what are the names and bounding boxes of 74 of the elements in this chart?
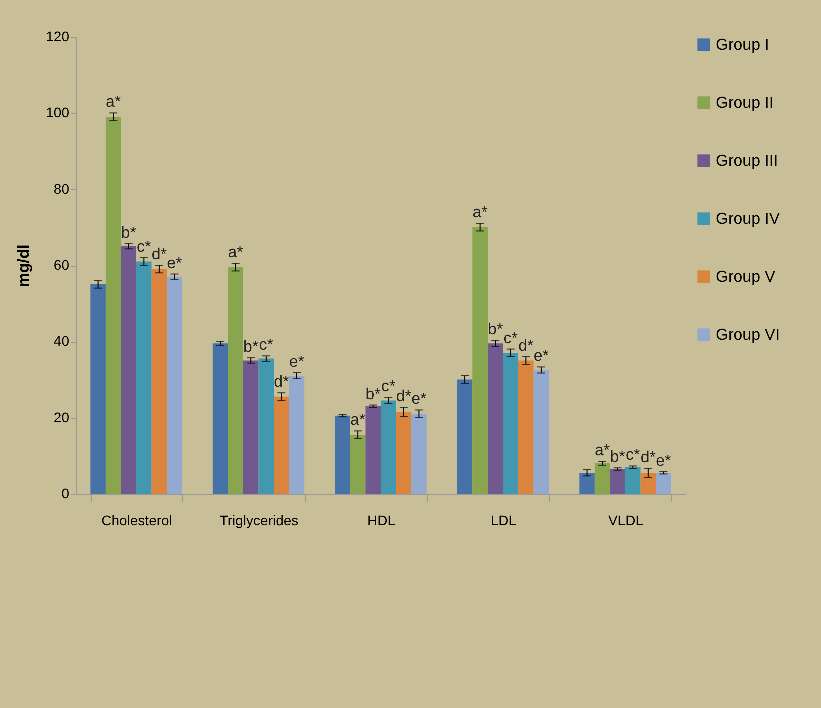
bar: [594, 464, 610, 494]
y-tick-label: 120: [46, 28, 70, 44]
data-label: c*: [382, 378, 396, 396]
legend-label: Group V: [716, 269, 776, 286]
bar: [243, 360, 259, 494]
bar: [580, 473, 595, 494]
data-label: a*: [595, 442, 610, 460]
data-label: e*: [656, 452, 672, 470]
data-label: b*: [244, 339, 259, 356]
bar: [350, 434, 366, 494]
bar: [656, 473, 672, 494]
data-label: a*: [350, 412, 366, 430]
bar: [121, 246, 137, 494]
bar: [152, 269, 168, 494]
bar: [610, 469, 626, 494]
data-label: b*: [488, 322, 504, 339]
data-label: d*: [152, 246, 167, 264]
data-label: e*: [167, 255, 182, 272]
bar: [518, 360, 534, 494]
bar: [625, 467, 641, 494]
y-tick-label: 20: [54, 409, 70, 426]
y-axis-title: mg/dl: [16, 244, 34, 288]
data-label: c*: [626, 447, 640, 464]
y-tick-label: 80: [54, 180, 70, 197]
bar: [335, 416, 350, 494]
legend-label: Group I: [716, 37, 770, 54]
x-tick-label: Cholesterol: [102, 512, 172, 528]
x-tick-label: Triglycerides: [220, 512, 299, 528]
data-label: d*: [396, 388, 412, 406]
bar: [136, 262, 152, 494]
bar: [90, 284, 106, 494]
legend-label: Group IV: [716, 211, 780, 228]
data-label: e*: [289, 354, 305, 371]
bar: [258, 358, 274, 494]
bar: [289, 376, 305, 494]
data-label: a*: [106, 94, 122, 112]
data-label: d*: [274, 374, 290, 392]
bar: [106, 116, 122, 494]
bar: [274, 396, 290, 494]
data-label: a*: [228, 244, 244, 262]
data-label: b*: [121, 224, 136, 242]
bar: [503, 353, 519, 494]
data-label: e*: [534, 348, 550, 366]
bar: [457, 380, 473, 494]
y-tick-label: 60: [54, 257, 70, 273]
bar: [472, 227, 488, 494]
data-label: b*: [366, 386, 381, 404]
data-label: c*: [137, 238, 152, 256]
bar: [228, 267, 244, 494]
y-tick-label: 0: [62, 486, 70, 502]
legend-label: Group VI: [716, 327, 780, 344]
data-label: d*: [518, 338, 534, 355]
bar: [534, 370, 550, 494]
y-tick-label: 100: [46, 104, 70, 121]
bar: [366, 406, 381, 494]
data-label: d*: [640, 449, 656, 466]
data-label: c*: [259, 337, 274, 354]
data-label: b*: [610, 449, 626, 466]
bar: [381, 400, 396, 494]
data-label: e*: [412, 391, 427, 408]
x-tick-label: VLDL: [608, 512, 644, 528]
bar: [640, 473, 656, 494]
x-tick-label: HDL: [367, 512, 396, 528]
bar: [396, 412, 412, 494]
y-tick-label: 40: [54, 333, 70, 350]
bar: [212, 344, 228, 494]
bar: [488, 344, 504, 494]
data-label: a*: [472, 204, 488, 222]
data-label: c*: [504, 330, 518, 348]
x-tick-label: LDL: [490, 512, 517, 528]
legend-label: Group III: [716, 153, 778, 170]
bar: [167, 276, 182, 494]
legend-label: Group II: [716, 95, 774, 112]
bar: [412, 414, 427, 494]
